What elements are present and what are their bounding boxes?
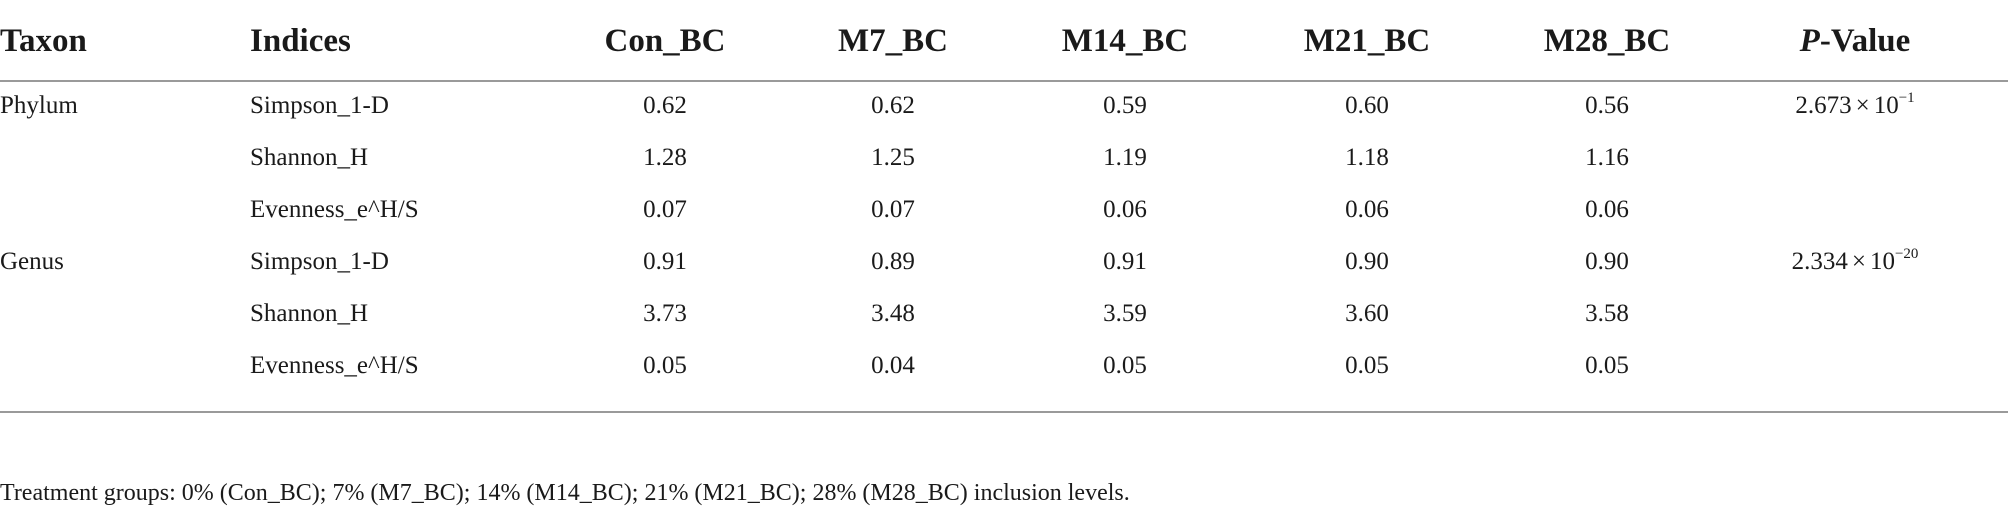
value-cell: 1.19: [1103, 144, 1147, 171]
table-row: Shannon_H 1.28 1.25 1.19 1.18 1.16: [0, 132, 2008, 184]
value-cell: 0.05: [1103, 352, 1147, 379]
value-cell: 0.04: [871, 352, 915, 379]
table-row: Genus Simpson_1-D 0.91 0.89 0.91 0.90 0.…: [0, 236, 2008, 288]
p-base: 10: [1873, 92, 1899, 119]
value-cell: 1.25: [871, 144, 915, 171]
p-times: ×: [1851, 248, 1866, 275]
value-cell: 0.91: [1103, 248, 1147, 275]
value-cell: 3.59: [1103, 300, 1147, 327]
value-cell: 1.16: [1585, 144, 1629, 171]
table-row: Evenness_e^H/S 0.07 0.07 0.06 0.06 0.06: [0, 184, 2008, 236]
value-cell: 0.06: [1103, 196, 1147, 223]
p-exponent: −1: [1898, 90, 1915, 106]
value-cell: 0.56: [1585, 92, 1629, 119]
header-m28-bc: M28_BC: [1543, 23, 1671, 59]
value-cell: 0.05: [1345, 352, 1389, 379]
index-cell: Shannon_H: [250, 300, 369, 327]
index-cell: Evenness_e^H/S: [250, 352, 419, 379]
value-cell: 0.60: [1345, 92, 1389, 119]
header-indices: Indices: [250, 23, 351, 59]
value-cell: 0.07: [871, 196, 915, 223]
header-p-italic: P: [1799, 23, 1820, 59]
value-cell: 3.73: [643, 300, 687, 327]
table-row: Phylum Simpson_1-D 0.62 0.62 0.59 0.60 0…: [0, 80, 2008, 132]
header-con-bc: Con_BC: [604, 23, 726, 59]
table-footnote: Treatment groups: 0% (Con_BC); 7% (M7_BC…: [0, 480, 1130, 506]
value-cell: 0.90: [1585, 248, 1629, 275]
table-header-row: Taxon Indices Con_BC M7_BC M14_BC M21_BC…: [0, 15, 2008, 67]
value-cell: 0.59: [1103, 92, 1147, 119]
p-mantissa: 2.673: [1795, 92, 1852, 119]
value-cell: 0.90: [1345, 248, 1389, 275]
value-cell: 3.48: [871, 300, 915, 327]
value-cell: 1.18: [1345, 144, 1389, 171]
table-bottom-rule: [0, 411, 2008, 413]
header-p-rest: -Value: [1819, 23, 1911, 59]
value-cell: 0.05: [1585, 352, 1629, 379]
value-cell: 0.62: [643, 92, 687, 119]
p-mantissa: 2.334: [1791, 248, 1848, 275]
p-value-cell: 2.334 × 10−20: [1705, 236, 2005, 288]
header-p-value: P-Value: [1705, 15, 2005, 67]
header-m21-bc: M21_BC: [1303, 23, 1431, 59]
table-row: Evenness_e^H/S 0.05 0.04 0.05 0.05 0.05: [0, 340, 2008, 392]
index-cell: Evenness_e^H/S: [250, 196, 419, 223]
value-cell: 0.62: [871, 92, 915, 119]
index-cell: Simpson_1-D: [250, 248, 389, 275]
p-exponent: −20: [1894, 246, 1919, 262]
p-value-cell: 2.673 × 10−1: [1705, 80, 2005, 132]
p-base: 10: [1869, 248, 1895, 275]
p-times: ×: [1855, 92, 1870, 119]
taxon-cell: Phylum: [0, 92, 78, 119]
header-m14-bc: M14_BC: [1061, 23, 1189, 59]
value-cell: 1.28: [643, 144, 687, 171]
value-cell: 3.60: [1345, 300, 1389, 327]
value-cell: 0.91: [643, 248, 687, 275]
value-cell: 0.07: [643, 196, 687, 223]
value-cell: 0.89: [871, 248, 915, 275]
header-taxon: Taxon: [0, 23, 87, 59]
value-cell: 0.06: [1585, 196, 1629, 223]
table-top-rule: [0, 80, 2008, 82]
value-cell: 0.05: [643, 352, 687, 379]
header-m7-bc: M7_BC: [838, 23, 948, 59]
index-cell: Simpson_1-D: [250, 92, 389, 119]
value-cell: 3.58: [1585, 300, 1629, 327]
value-cell: 0.06: [1345, 196, 1389, 223]
taxon-cell: Genus: [0, 248, 64, 275]
table-row: Shannon_H 3.73 3.48 3.59 3.60 3.58: [0, 288, 2008, 340]
index-cell: Shannon_H: [250, 144, 369, 171]
